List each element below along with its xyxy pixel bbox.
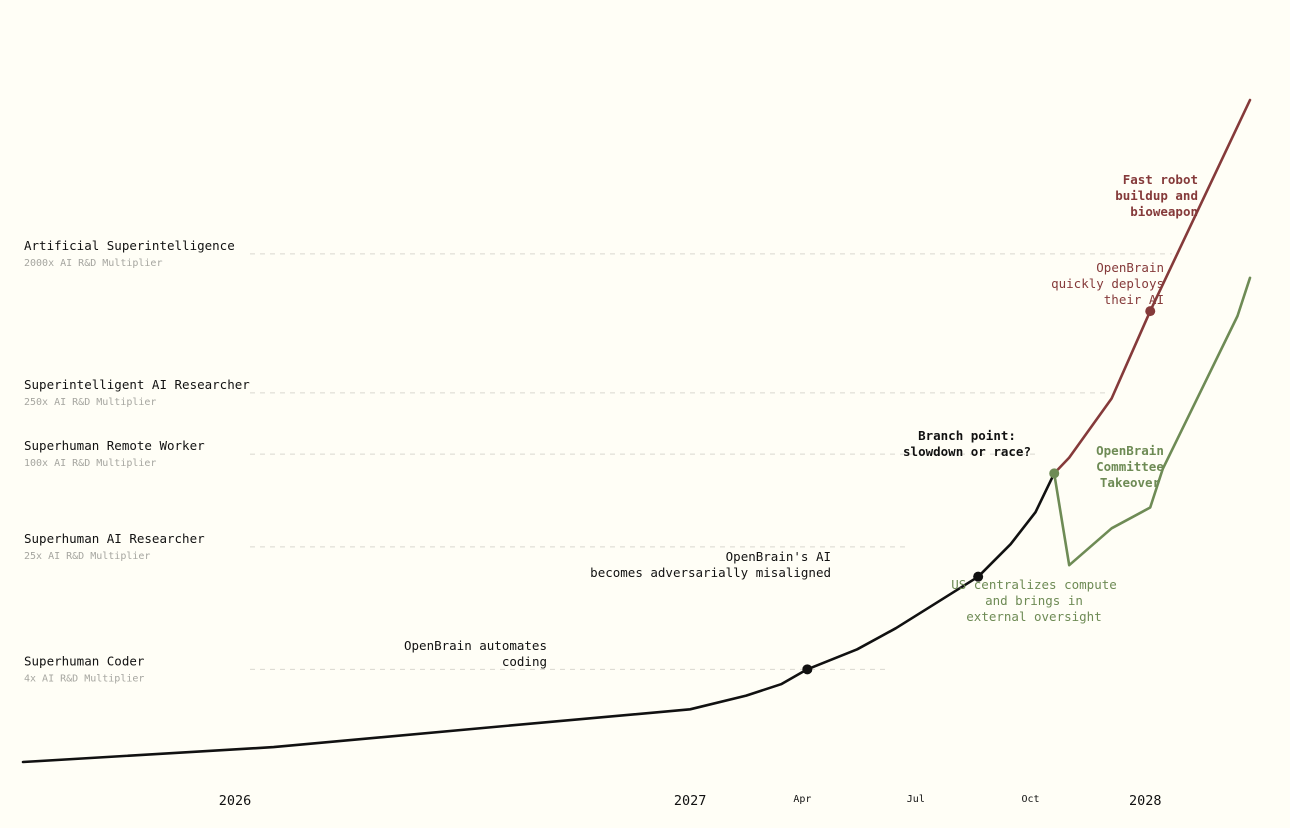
annotation-line: external oversight [966, 609, 1101, 624]
event-label-line: quickly deploys [1051, 276, 1164, 291]
milestone-label: Superhuman Coder [24, 653, 145, 668]
annotation-line: buildup and [1115, 188, 1198, 203]
event-point [1145, 306, 1156, 317]
milestone-label: Artificial Superintelligence [24, 238, 235, 253]
milestone-label: Superintelligent AI Researcher [24, 377, 250, 392]
event-label-line: OpenBrain automates [404, 638, 547, 653]
event-label-line: OpenBrain's AI [726, 549, 831, 564]
milestone-labels: Artificial Superintelligence 2000x AI R&D… [24, 238, 250, 684]
event-label-line: slowdown or race? [903, 444, 1031, 459]
event-point [802, 664, 813, 675]
event-label: OpenBrain quickly deploys their AI [1051, 260, 1164, 307]
annotation-line: Fast robot [1123, 172, 1198, 187]
race-series-line [1052, 98, 1252, 475]
x-tick-label: 2028 [1129, 793, 1162, 809]
x-tick-label: Jul [907, 794, 925, 805]
annotation: OpenBrain Committee Takeover [1096, 443, 1164, 490]
milestone-sublabel: 250x AI R&D Multiplier [24, 397, 156, 408]
annotation: Fast robot buildup and bioweapon [1115, 172, 1198, 219]
x-tick-label: 2026 [219, 793, 252, 809]
series-lines [21, 98, 1252, 764]
x-tick-label: Oct [1022, 794, 1040, 805]
annotation: US centralizes compute and brings in exter… [951, 577, 1117, 624]
milestone-sublabel: 100x AI R&D Multiplier [24, 458, 156, 469]
event-label: OpenBrain's AI becomes adversarially misa… [590, 549, 831, 580]
x-axis: 2026 2027 Apr Jul Oct 2028 [219, 793, 1162, 809]
annotation-line: US centralizes compute [951, 577, 1117, 592]
milestone-sublabel: 2000x AI R&D Multiplier [24, 258, 162, 269]
event-label-line: coding [502, 654, 547, 669]
event-label-line: their AI [1104, 292, 1164, 307]
event-label: Branch point: slowdown or race? [903, 428, 1031, 459]
milestone-gridlines [250, 253, 1172, 670]
event-point [1049, 468, 1060, 479]
annotation-line: Takeover [1100, 475, 1161, 490]
milestone-sublabel: 25x AI R&D Multiplier [24, 551, 150, 562]
annotation-line: OpenBrain [1096, 443, 1164, 458]
annotation-line: Committee [1096, 459, 1164, 474]
milestone-label: Superhuman Remote Worker [24, 438, 205, 453]
event-label-line: becomes adversarially misaligned [590, 565, 831, 580]
event-label-line: OpenBrain [1096, 260, 1164, 275]
milestone-sublabel: 4x AI R&D Multiplier [24, 673, 144, 684]
event-label: OpenBrain automates coding [404, 638, 547, 669]
x-tick-label: Apr [793, 794, 811, 805]
x-tick-label: 2027 [674, 793, 707, 809]
slowdown-series-line [1052, 276, 1252, 567]
annotation-line: and brings in [985, 593, 1083, 608]
event-label-line: Branch point: [918, 428, 1016, 443]
milestone-label: Superhuman AI Researcher [24, 531, 205, 546]
event-point [973, 571, 984, 582]
annotation-line: bioweapon [1130, 204, 1198, 219]
shared-series-line [21, 472, 1056, 764]
event-points [802, 306, 1156, 675]
